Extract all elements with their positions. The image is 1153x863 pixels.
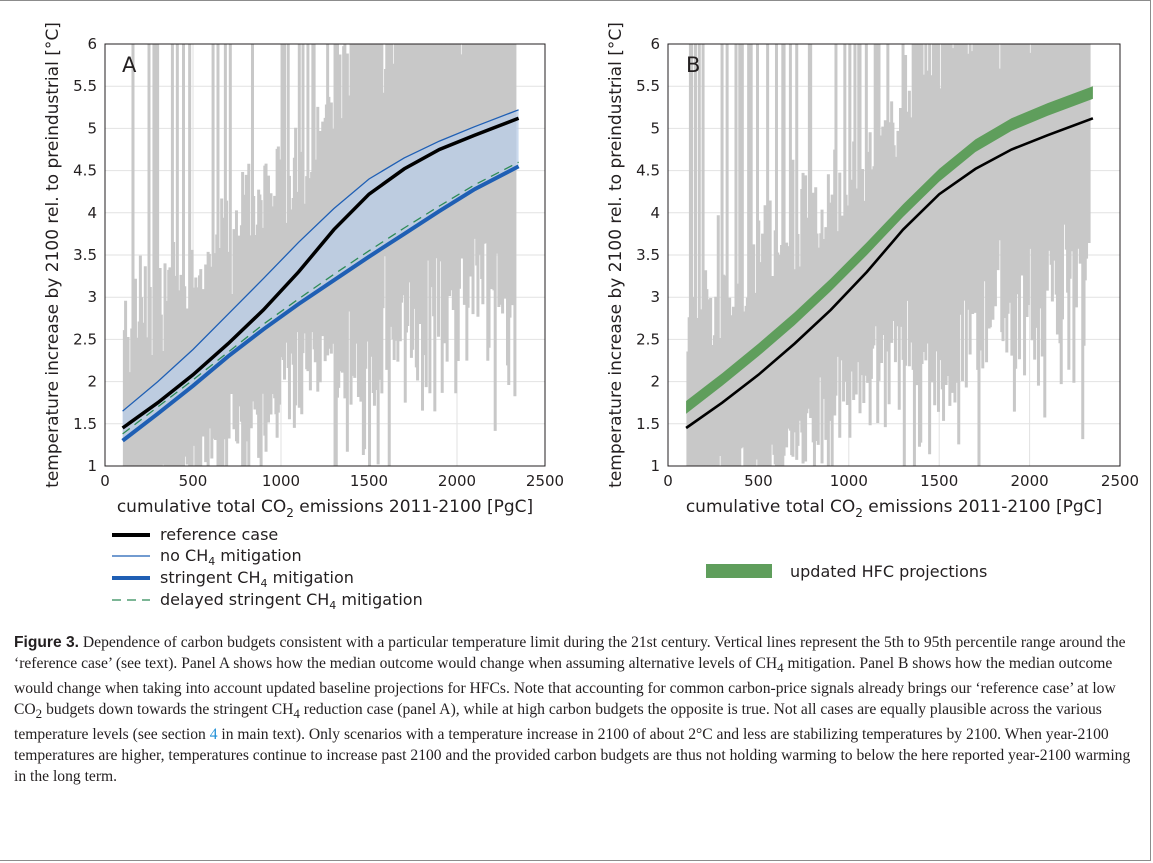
y-tick-label: 3 — [87, 288, 97, 306]
x-tick-label: 2000 — [438, 472, 476, 490]
x-tick-label: 500 — [744, 472, 773, 490]
x-tick-label: 1000 — [830, 472, 868, 490]
y-tick-label: 4.5 — [73, 162, 97, 180]
panel-a-curves — [121, 109, 520, 443]
x-tick-label: 2000 — [1011, 472, 1049, 490]
y-tick-label: 4 — [87, 204, 97, 222]
y-tick-label: 6 — [87, 35, 97, 53]
x-tick-label: 0 — [663, 472, 673, 490]
y-tick-label: 1 — [87, 457, 97, 475]
x-tick-label: 0 — [100, 472, 110, 490]
x-tick-label: 1500 — [350, 472, 388, 490]
y-tick-label: 5.5 — [636, 77, 660, 95]
y-tick-label: 3.5 — [636, 246, 660, 264]
x-tick-label: 1000 — [262, 472, 300, 490]
series-stringent-ch4-mitigation — [121, 164, 520, 443]
x-tick-label: 1500 — [920, 472, 958, 490]
panel-b-x-axis-label: cumulative total CO2 emissions 2011-2100… — [686, 497, 1102, 520]
y-tick-label: 1.5 — [73, 415, 97, 433]
y-tick-label: 5 — [650, 119, 660, 137]
y-tick-label: 4.5 — [636, 162, 660, 180]
series-no-ch4-mitigation — [122, 109, 519, 412]
y-tick-label: 4 — [650, 204, 660, 222]
legend-label-delayed-stringent-ch4-mitigation: delayed stringent CH4 mitigation — [160, 590, 423, 612]
figure-label: Figure 3. — [14, 634, 79, 651]
y-tick-label: 1 — [650, 457, 660, 475]
legend-label-updated-hfc: updated HFC projections — [790, 562, 987, 581]
section-4-link[interactable]: 4 — [209, 726, 218, 744]
figure-caption: Figure 3. Dependence of carbon budgets c… — [14, 634, 1131, 786]
panel-b-letter: B — [686, 53, 700, 77]
x-tick-label: 2500 — [1101, 472, 1139, 490]
x-tick-label: 2500 — [526, 472, 564, 490]
legend-panel-a: reference case no CH4 mitigation stringe… — [112, 525, 423, 612]
panel-a-y-tick-labels: 1 1.5 2 2.5 3 3.5 4 4.5 5 5.5 6 — [73, 35, 97, 475]
panel-a-axes-box — [104, 43, 546, 467]
y-tick-label: 2.5 — [73, 330, 97, 348]
panel-a-x-tick-labels: 0 500 1000 1500 2000 2500 — [100, 472, 564, 490]
y-tick-label: 3 — [650, 288, 660, 306]
y-tick-label: 5 — [87, 119, 97, 137]
y-tick-label: 2.5 — [636, 330, 660, 348]
series-reference-case — [121, 116, 520, 430]
x-tick-label: 500 — [179, 472, 208, 490]
panel-a: 0 500 1000 1500 2000 2500 1 1.5 2 2.5 3 3.5 4 4.5 5 5.… — [43, 22, 564, 520]
series-reference-case — [685, 117, 1094, 430]
panel-b-y-tick-labels: 1 1.5 2 2.5 3 3.5 4 4.5 5 5.5 6 — [636, 35, 660, 475]
panel-b-x-tick-labels: 0 500 1000 1500 2000 2500 — [663, 472, 1139, 490]
panel-b-curves — [685, 86, 1094, 430]
y-tick-label: 2 — [87, 373, 97, 391]
y-tick-label: 5.5 — [73, 77, 97, 95]
panel-a-letter: A — [122, 53, 137, 77]
y-tick-label: 2 — [650, 373, 660, 391]
legend-label-stringent-ch4-mitigation: stringent CH4 mitigation — [160, 568, 354, 590]
panel-b-axes-box — [667, 43, 1121, 467]
series-delayed-stringent-ch4-mitigation — [122, 161, 519, 435]
legend-swatch-updated-hfc — [706, 564, 772, 578]
y-tick-label: 6 — [650, 35, 660, 53]
y-tick-label: 1.5 — [636, 415, 660, 433]
panel-b-percentile-bars — [686, 44, 1091, 466]
panel-b-y-axis-label: temperature increase by 2100 rel. to pre… — [606, 22, 626, 488]
legend-label-reference-case: reference case — [160, 525, 278, 544]
legend-panel-b: updated HFC projections — [706, 562, 987, 581]
series-updated-hfc-band — [686, 86, 1093, 414]
panel-b: 0 500 1000 1500 2000 2500 1 1.5 2 2.5 3 3.5 4 4.5 5 5.… — [606, 22, 1139, 520]
legend-label-no-ch4-mitigation: no CH4 mitigation — [160, 546, 302, 568]
panel-a-y-axis-label: temperature increase by 2100 rel. to pre… — [43, 22, 63, 488]
y-tick-label: 3.5 — [73, 246, 97, 264]
panel-a-x-axis-label: cumulative total CO2 emissions 2011-2100… — [117, 497, 533, 520]
figure-3: 0 500 1000 1500 2000 2500 11.522.533.544.555.… — [43, 22, 1139, 612]
